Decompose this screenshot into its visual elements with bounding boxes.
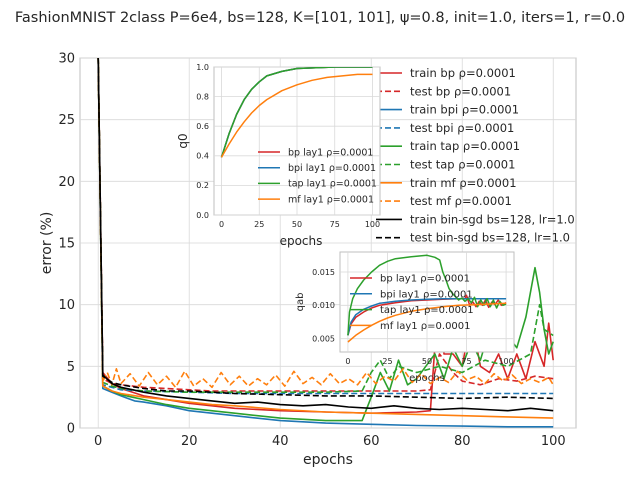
x-tick-label: 75 bbox=[330, 220, 340, 229]
y-tick-label: 10 bbox=[58, 298, 75, 313]
series-line bbox=[97, 58, 554, 419]
y-tick-label: 0.010 bbox=[312, 301, 335, 310]
x-tick-label: 40 bbox=[272, 434, 289, 449]
series-line bbox=[347, 302, 507, 343]
y-tick-label: 30 bbox=[58, 52, 75, 67]
legend-label: tap lay1 ρ=0.0001 bbox=[288, 179, 377, 190]
legend-label: tap lay1 ρ=0.0001 bbox=[380, 305, 474, 316]
y-tick-label: 0.015 bbox=[312, 268, 335, 277]
inset-q0-x-axis-label: epochs bbox=[280, 234, 323, 248]
inset-qab-plot: 0 25 50 75 100 0.005 0.010 0.015 epochs qab bp … bbox=[295, 251, 515, 384]
inset-q0-y-axis-label: q0 bbox=[176, 133, 190, 148]
x-tick-label: 50 bbox=[422, 357, 432, 366]
inset-qab-legend: bp lay1 ρ=0.0001 bpi lay1 ρ=0.0001 tap lay… bbox=[350, 274, 474, 332]
y-tick-label: 25 bbox=[58, 113, 75, 128]
inset-qab-tick-labels: 0 25 50 75 100 0.005 0.010 0.015 bbox=[312, 268, 514, 366]
main-x-axis-label: epochs bbox=[303, 452, 353, 468]
inset-qab-grid bbox=[340, 252, 514, 352]
series-line bbox=[97, 58, 554, 422]
main-legend: train bp ρ=0.0001 test bp ρ=0.0001 train b… bbox=[376, 66, 575, 245]
x-tick-label: 0 bbox=[345, 357, 350, 366]
series-line bbox=[97, 58, 554, 389]
inset-qab-y-axis-label: qab bbox=[295, 293, 306, 312]
legend-label: test mf ρ=0.0001 bbox=[410, 194, 512, 208]
legend-label: test bin-sgd bs=128, lr=1.0 bbox=[410, 231, 570, 245]
x-tick-label: 80 bbox=[454, 434, 471, 449]
series-line bbox=[347, 254, 507, 336]
x-tick-label: 100 bbox=[365, 220, 380, 229]
legend-label: train mf ρ=0.0001 bbox=[410, 176, 517, 190]
x-tick-label: 25 bbox=[254, 220, 264, 229]
x-tick-label: 60 bbox=[363, 434, 380, 449]
legend-label: mf lay1 ρ=0.0001 bbox=[380, 321, 471, 332]
legend-label: test bp ρ=0.0001 bbox=[410, 84, 511, 98]
y-tick-label: 0.4 bbox=[196, 152, 209, 161]
series-line bbox=[220, 67, 373, 158]
series-line bbox=[97, 58, 554, 400]
legend-label: bpi lay1 ρ=0.0001 bbox=[288, 163, 376, 174]
series-line bbox=[97, 58, 554, 412]
y-tick-label: 5 bbox=[67, 360, 75, 375]
legend-label: train bin-sgd bs=128, lr=1.0 bbox=[410, 212, 575, 226]
x-tick-label: 75 bbox=[461, 357, 471, 366]
legend-label: mf lay1 ρ=0.0001 bbox=[288, 194, 374, 205]
legend-label: train bp ρ=0.0001 bbox=[410, 66, 516, 80]
x-tick-label: 20 bbox=[181, 434, 198, 449]
legend-label: bpi lay1 ρ=0.0001 bbox=[380, 289, 473, 300]
x-tick-label: 100 bbox=[498, 357, 513, 366]
legend-label: train tap ρ=0.0001 bbox=[410, 139, 520, 153]
y-tick-label: 0.6 bbox=[196, 122, 209, 131]
x-tick-label: 0 bbox=[94, 434, 102, 449]
legend-label: test tap ρ=0.0001 bbox=[410, 158, 515, 172]
x-tick-label: 0 bbox=[219, 220, 224, 229]
series-line bbox=[347, 297, 507, 336]
inset-q0-plot: 0 25 50 75 100 0.0 0.2 0.4 0.6 0.8 1.0 epochs q0 b… bbox=[176, 63, 381, 248]
series-line bbox=[97, 58, 554, 395]
y-tick-label: 0.8 bbox=[196, 92, 209, 101]
legend-label: bp lay1 ρ=0.0001 bbox=[380, 274, 470, 285]
y-tick-label: 15 bbox=[58, 237, 75, 252]
legend-label: test bpi ρ=0.0001 bbox=[410, 121, 514, 135]
inset-q0-tick-labels: 0 25 50 75 100 0.0 0.2 0.4 0.6 0.8 1.0 bbox=[196, 63, 380, 229]
legend-label: train bpi ρ=0.0001 bbox=[410, 103, 519, 117]
main-tick-labels: 0 20 40 60 80 100 0 5 10 15 20 25 30 bbox=[58, 52, 565, 449]
inset-q0-legend: bp lay1 ρ=0.0001 bpi lay1 ρ=0.0001 tap lay… bbox=[258, 147, 377, 205]
y-tick-label: 20 bbox=[58, 175, 75, 190]
x-tick-label: 50 bbox=[292, 220, 302, 229]
y-tick-label: 0.005 bbox=[312, 334, 335, 343]
x-tick-label: 25 bbox=[382, 357, 392, 366]
inset-qab-x-axis-label: epochs bbox=[409, 373, 445, 384]
figure-title: FashionMNIST 2class P=6e4, bs=128, K=[10… bbox=[15, 10, 625, 26]
y-tick-label: 0 bbox=[67, 422, 75, 437]
inset-qab-series-lines bbox=[347, 254, 507, 343]
x-tick-label: 100 bbox=[541, 434, 566, 449]
legend-label: bp lay1 ρ=0.0001 bbox=[288, 147, 373, 158]
y-tick-label: 0.0 bbox=[196, 211, 209, 220]
y-tick-label: 0.2 bbox=[196, 181, 209, 190]
y-tick-label: 1.0 bbox=[196, 63, 209, 72]
main-series-lines bbox=[97, 58, 554, 428]
inset-q0-series-lines bbox=[220, 67, 373, 158]
main-y-axis-label: error (%) bbox=[39, 212, 55, 275]
main-grid bbox=[80, 57, 576, 429]
series-line bbox=[220, 73, 373, 158]
series-line bbox=[97, 58, 554, 428]
